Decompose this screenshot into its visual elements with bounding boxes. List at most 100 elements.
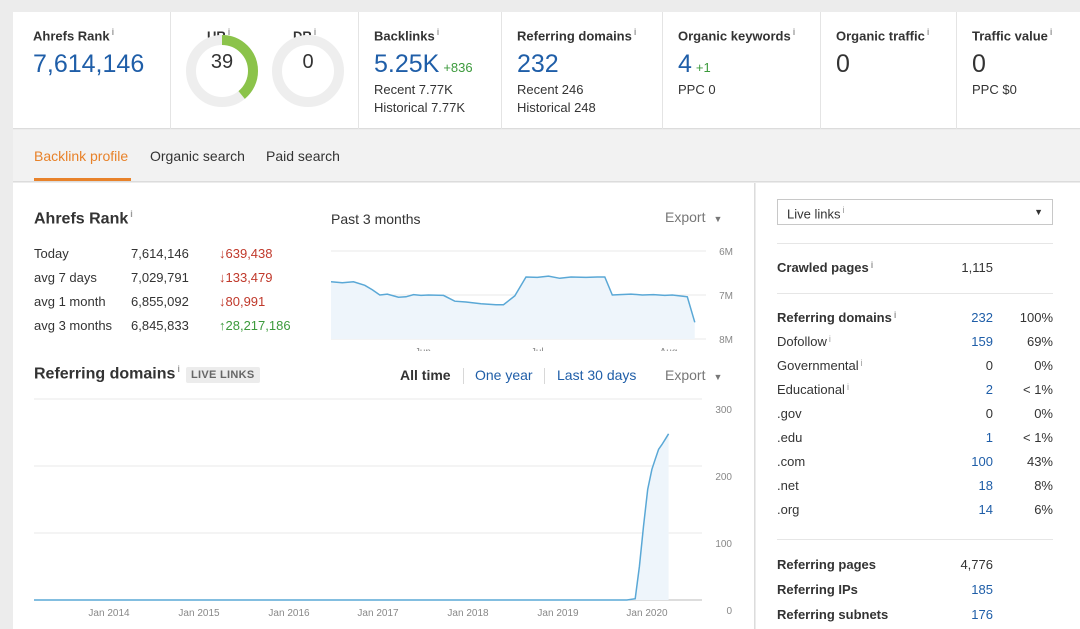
rank-period-label: Past 3 months xyxy=(331,211,421,227)
row-value[interactable]: 14 xyxy=(978,502,993,517)
rank-row-label: avg 1 month xyxy=(34,294,106,309)
divider xyxy=(777,539,1053,540)
row-value: 0 xyxy=(985,358,993,373)
traffic-value-value: 0 xyxy=(972,50,986,78)
organic-keywords-value[interactable]: 4 xyxy=(678,50,692,78)
row-percent: 100% xyxy=(1019,310,1053,325)
metrics-bar: Ahrefs Rank i 7,614,146 UR i 39 DR i 0 Back… xyxy=(13,12,1080,129)
rank-row-change: 28,217,186 xyxy=(225,318,291,333)
dr-gauge xyxy=(272,35,344,107)
x-tick-label: Jan 2020 xyxy=(626,608,668,619)
y-tick-label: 8M xyxy=(719,335,733,346)
info-icon[interactable]: i xyxy=(633,27,637,37)
info-icon[interactable]: i xyxy=(846,382,849,392)
rank-area xyxy=(331,276,695,339)
links-type-select[interactable]: Live links i ▼ xyxy=(777,199,1053,225)
y-tick-label: 300 xyxy=(715,405,732,416)
side-panel: Live links i ▼ Crawled pages i 1,115 Refer… xyxy=(756,183,1080,629)
row-percent: < 1% xyxy=(1023,382,1053,397)
info-icon[interactable]: i xyxy=(313,27,317,37)
info-icon[interactable]: i xyxy=(860,358,863,368)
backlinks-historical: Historical 7.77K xyxy=(374,100,466,115)
info-icon[interactable]: i xyxy=(893,310,897,320)
x-tick-label: Jan 2015 xyxy=(178,608,220,619)
tab-backlink-profile[interactable]: Backlink profile xyxy=(34,148,129,164)
row-label: .org xyxy=(777,502,800,517)
backlinks-title: Backlinks xyxy=(374,28,435,44)
metric-referring-domains: Referring domains i 232 Recent 246 Histor… xyxy=(502,12,663,129)
backlinks-recent: Recent 7.77K xyxy=(374,82,453,97)
info-icon[interactable]: i xyxy=(111,27,115,37)
ahrefs-rank-value[interactable]: 7,614,146 xyxy=(33,50,145,78)
crawled-pages-label: Crawled pages xyxy=(777,260,869,275)
row-value[interactable]: 159 xyxy=(971,334,993,349)
row-label: Referring subnets xyxy=(777,607,889,622)
referring-domains-row: .edu 1 < 1% xyxy=(777,430,1053,452)
rank-row-label: Today xyxy=(34,246,69,261)
organic-keywords-delta: +1 xyxy=(695,60,711,75)
rank-row-change: 639,438 xyxy=(225,246,273,261)
live-links-badge: LIVE LINKS xyxy=(186,367,260,383)
x-tick-label: Jun xyxy=(415,347,431,351)
rank-row-value: 7,614,146 xyxy=(131,246,189,261)
arrow-down-icon: ↓ xyxy=(219,246,226,261)
referring-domains-title: Referring domains xyxy=(517,28,632,44)
range-divider xyxy=(544,368,545,384)
range-last-30-days[interactable]: Last 30 days xyxy=(557,367,637,383)
row-value[interactable]: 185 xyxy=(971,582,993,597)
referring-stat-row: Referring pages 4,776 xyxy=(777,557,1053,579)
row-value[interactable]: 176 xyxy=(971,607,993,622)
backlinks-delta: +836 xyxy=(443,60,473,75)
info-icon[interactable]: i xyxy=(870,260,874,270)
info-icon[interactable]: i xyxy=(130,209,133,219)
crawled-pages-row: Crawled pages i 1,115 xyxy=(777,260,1053,282)
referring-domains-row: .net 18 8% xyxy=(777,478,1053,500)
x-tick-label: Jan 2016 xyxy=(268,608,310,619)
rank-row: avg 1 month 6,855,092 ↓80,991 xyxy=(34,294,324,316)
y-tick-label: 6M xyxy=(719,247,733,258)
divider xyxy=(777,293,1053,294)
info-icon[interactable]: i xyxy=(792,27,796,37)
row-value: 0 xyxy=(985,406,993,421)
row-percent: 8% xyxy=(1034,478,1053,493)
tab-organic-search[interactable]: Organic search xyxy=(150,148,245,164)
info-icon[interactable]: i xyxy=(227,27,231,37)
range-one-year[interactable]: One year xyxy=(475,367,533,383)
referring-stat-row: Referring subnets 176 xyxy=(777,607,1053,629)
x-tick-label: Jul xyxy=(531,347,544,351)
referring-domains-value[interactable]: 232 xyxy=(517,50,559,78)
row-value[interactable]: 18 xyxy=(978,478,993,493)
referring-domains-row: Dofollow i 159 69% xyxy=(777,334,1053,356)
info-icon[interactable]: i xyxy=(1049,27,1053,37)
domains-export-button[interactable]: Export ▼ xyxy=(665,367,722,383)
ur-gauge xyxy=(186,35,258,107)
y-tick-label: 0 xyxy=(726,606,732,617)
tab-paid-search[interactable]: Paid search xyxy=(266,148,340,164)
metric-organic-traffic: Organic traffic i 0 xyxy=(821,12,957,129)
info-icon[interactable]: i xyxy=(177,364,180,374)
rank-row-change: 133,479 xyxy=(225,270,273,285)
info-icon[interactable]: i xyxy=(828,334,831,344)
info-icon[interactable]: i xyxy=(926,27,930,37)
organic-keywords-title: Organic keywords xyxy=(678,28,791,44)
backlinks-value[interactable]: 5.25K xyxy=(374,50,440,78)
x-tick-label: Jan 2014 xyxy=(88,608,130,619)
row-value[interactable]: 232 xyxy=(971,310,993,325)
referring-domains-historical: Historical 248 xyxy=(517,100,596,115)
rank-line xyxy=(331,275,696,323)
row-value[interactable]: 1 xyxy=(985,430,993,445)
row-value[interactable]: 2 xyxy=(985,382,993,397)
y-tick-label: 100 xyxy=(715,539,732,550)
rank-export-button[interactable]: Export ▼ xyxy=(665,209,722,225)
caret-down-icon: ▼ xyxy=(1034,207,1043,217)
rank-row-value: 6,845,833 xyxy=(131,318,189,333)
caret-down-icon: ▼ xyxy=(713,214,723,224)
ahrefs-rank-title: Ahrefs Rank xyxy=(33,28,110,44)
info-icon[interactable]: i xyxy=(436,27,440,37)
select-value: Live links xyxy=(787,206,841,222)
rank-panel-title: Ahrefs Rank xyxy=(34,210,129,228)
organic-traffic-value: 0 xyxy=(836,50,850,78)
row-value[interactable]: 100 xyxy=(971,454,993,469)
metric-backlinks: Backlinks i 5.25K +836 Recent 7.77K Histor… xyxy=(359,12,502,129)
range-all-time[interactable]: All time xyxy=(400,367,451,383)
